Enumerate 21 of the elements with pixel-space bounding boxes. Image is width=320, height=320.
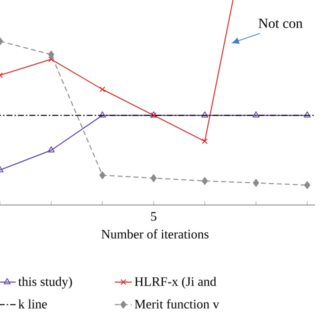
point xyxy=(48,146,55,152)
point xyxy=(99,86,106,92)
point xyxy=(202,138,208,144)
point xyxy=(48,50,54,58)
point xyxy=(98,111,106,118)
legend-label: HLRF-x (Ji and xyxy=(134,276,216,289)
point xyxy=(252,178,260,187)
point xyxy=(201,111,208,118)
point xyxy=(48,56,54,62)
legend-label: Merit function v xyxy=(134,299,220,309)
text: 5 xyxy=(151,212,156,221)
point xyxy=(304,111,311,118)
point xyxy=(99,171,106,180)
legend-label: k line xyxy=(18,299,47,308)
point xyxy=(150,174,157,182)
legend-label: this study) xyxy=(18,276,72,289)
point xyxy=(202,177,208,185)
annotation: Not con xyxy=(258,18,303,28)
point xyxy=(304,181,310,190)
x-axis-title: Number of iterations xyxy=(101,229,208,239)
point xyxy=(252,111,260,118)
